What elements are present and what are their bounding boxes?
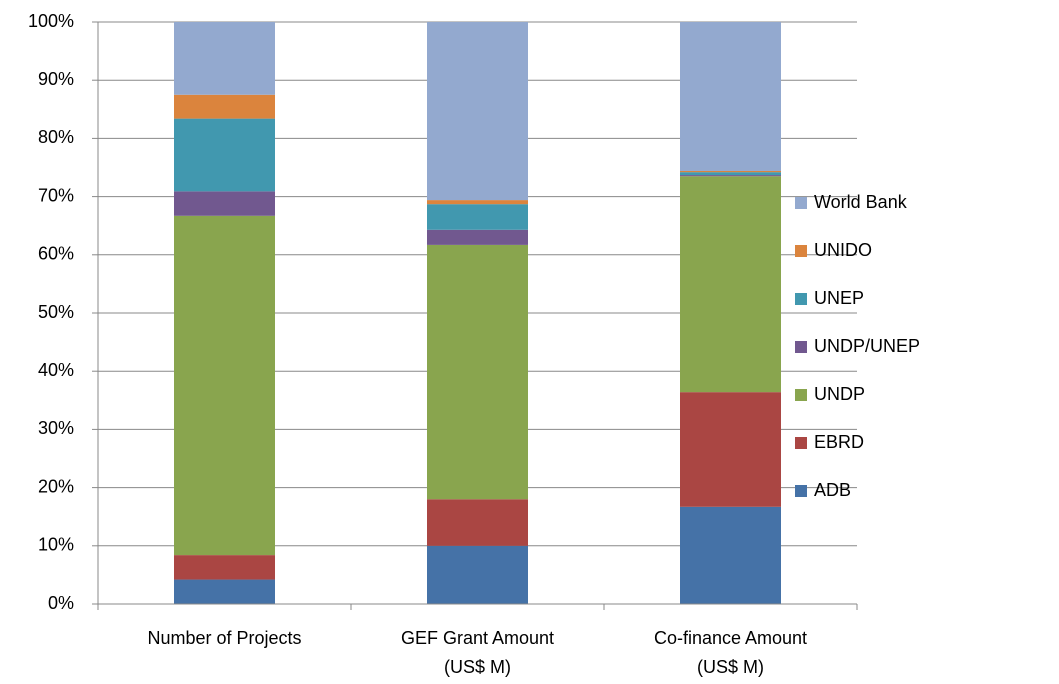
y-tick-label: 40% (38, 360, 74, 380)
bar-segment (680, 170, 781, 173)
bar-segment (680, 172, 781, 176)
legend-swatch (795, 197, 807, 209)
legend-swatch (795, 437, 807, 449)
legend-label: ADB (814, 480, 851, 500)
y-tick-label: 10% (38, 535, 74, 555)
x-tick-label: Co-finance Amount (US$ M) (653, 628, 808, 677)
legend-swatch (795, 245, 807, 257)
legend-label: UNIDO (814, 240, 872, 260)
bar-segment (427, 22, 528, 201)
legend-label: EBRD (814, 432, 864, 452)
legend-label: UNDP (814, 384, 865, 404)
bar-segment (427, 244, 528, 500)
bar-segment (680, 392, 781, 507)
bar-segment (174, 191, 275, 216)
x-tick-label: GEF Grant Amount (US$ M) (400, 628, 555, 677)
legend-swatch (795, 341, 807, 353)
y-tick-label: 70% (38, 185, 74, 205)
bar-segment (174, 22, 275, 95)
bar-segment (174, 94, 275, 119)
legend-label: UNEP (814, 288, 864, 308)
bar-segment (174, 118, 275, 192)
bar-segment (174, 215, 275, 556)
bar-segment (680, 175, 781, 177)
y-tick-label: 80% (38, 127, 74, 147)
bar-segment (427, 204, 528, 230)
y-tick-label: 50% (38, 302, 74, 322)
bar-segment (427, 229, 528, 245)
bar-segment (680, 506, 781, 604)
legend-label: World Bank (814, 192, 908, 212)
bar-segment (427, 499, 528, 546)
bar-segment (427, 545, 528, 604)
bar-segment (427, 200, 528, 205)
y-tick-label: 90% (38, 69, 74, 89)
y-tick-label: 60% (38, 244, 74, 264)
legend-swatch (795, 485, 807, 497)
legend-swatch (795, 389, 807, 401)
x-tick-label: Number of Projects (147, 628, 302, 648)
y-tick-label: 30% (38, 418, 74, 438)
y-tick-label: 20% (38, 476, 74, 496)
bar-segment (174, 579, 275, 604)
y-tick-label: 0% (48, 593, 74, 613)
bar-segment (680, 22, 781, 171)
bar-segment (174, 555, 275, 580)
legend-label: UNDP/UNEP (814, 336, 920, 356)
y-tick-label: 100% (28, 11, 74, 31)
legend-swatch (795, 293, 807, 305)
bar-segment (680, 176, 781, 393)
